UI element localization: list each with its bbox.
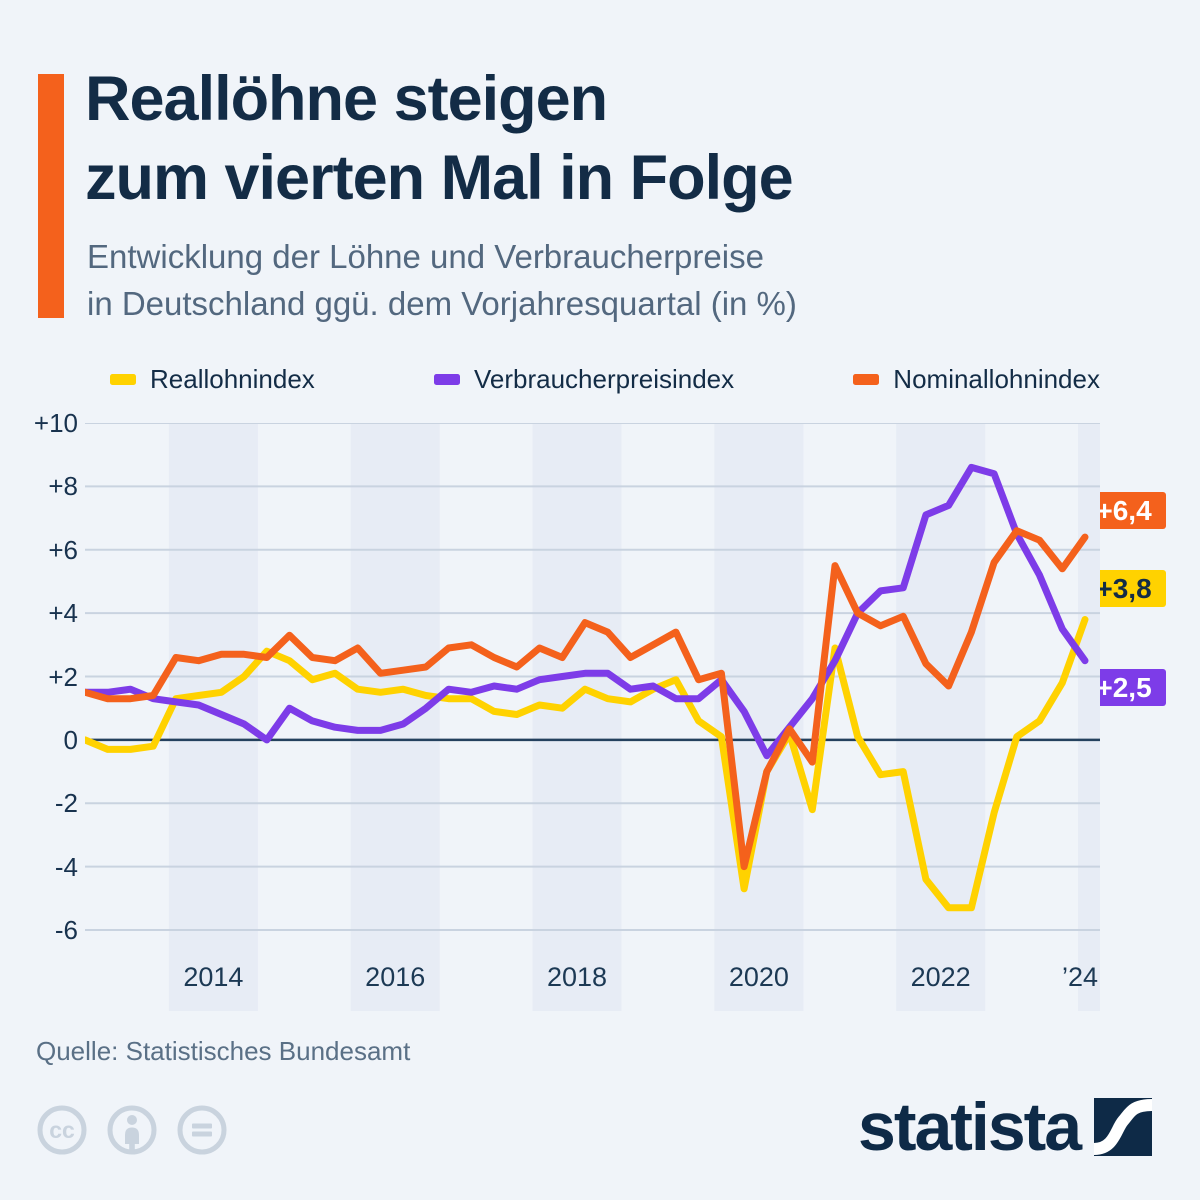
series-line-verbraucherpreisindex [85, 463, 1089, 760]
license-icons: cc [36, 1104, 228, 1156]
equals-icon [177, 1105, 227, 1155]
subtitle: Entwicklung der Löhne und Verbraucherpre… [87, 233, 797, 327]
subtitle-line-2: in Deutschland ggü. dem Vorjahresquartal… [87, 285, 797, 322]
x-axis-label: ’24 [1061, 962, 1099, 992]
y-axis-label: +8 [48, 471, 78, 502]
year-band-2022 [896, 423, 986, 1011]
y-axis-label: +10 [33, 408, 78, 438]
svg-text:cc: cc [49, 1117, 75, 1143]
source-note: Quelle: Statistisches Bundesamt [36, 1036, 411, 1066]
x-axis-label: 2020 [728, 962, 789, 992]
cc-icon: cc [37, 1105, 87, 1155]
attribution-person-icon [107, 1105, 157, 1155]
y-axis-label: -2 [54, 788, 78, 819]
title-line-1: Reallöhne steigen [85, 64, 608, 134]
year-band-2018 [532, 423, 622, 1011]
year-band-2016 [350, 423, 440, 1011]
statista-wordmark: statista [858, 1089, 1082, 1165]
series-line-nominallohnindex [85, 527, 1089, 871]
legend-item-nominallohnindex: Nominallohnindex [853, 364, 1100, 395]
page-title: Reallöhne steigen zum vierten Mal in Fol… [85, 60, 794, 218]
legend-label: Nominallohnindex [893, 364, 1100, 394]
end-label-nominallohnindex: +6,4 [1082, 492, 1166, 529]
title-line-2: zum vierten Mal in Folge [85, 143, 794, 213]
accent-bar [38, 74, 64, 318]
legend-item-verbraucherpreisindex: Verbraucherpreisindex [433, 364, 735, 395]
legend-swatch-purple-icon [433, 374, 460, 385]
plot-canvas [85, 423, 1100, 1011]
legend-label: Reallohnindex [150, 364, 315, 394]
legend-label: Verbraucherpreisindex [473, 364, 735, 394]
legend-swatch-yellow-icon [110, 374, 136, 385]
legend-item-reallohnindex: Reallohnindex [110, 364, 315, 395]
y-axis-label: -6 [54, 915, 78, 945]
x-axis-label: 2022 [910, 962, 971, 992]
y-axis-label: +4 [48, 598, 78, 629]
year-band-2024 [1078, 423, 1100, 1011]
x-axis-label: 2014 [183, 962, 244, 992]
subtitle-line-1: Entwicklung der Löhne und Verbraucherpre… [87, 238, 764, 275]
legend-swatch-orange-icon [853, 374, 880, 385]
year-band-2014 [168, 423, 258, 1011]
y-axis-label: +6 [48, 534, 78, 565]
y-axis-label: 0 [63, 724, 78, 755]
statista-swoosh-icon [1094, 1098, 1153, 1156]
x-axis-label: 2016 [365, 962, 426, 992]
statista-logo: statista [858, 1089, 1153, 1165]
legend: Reallohnindex Verbraucherpreisindex Nomi… [110, 364, 1100, 395]
series-line-reallohnindex [85, 616, 1089, 912]
y-axis-label: +2 [48, 661, 78, 692]
x-axis-label: 2018 [546, 962, 608, 992]
y-axis-label: -4 [54, 851, 78, 882]
